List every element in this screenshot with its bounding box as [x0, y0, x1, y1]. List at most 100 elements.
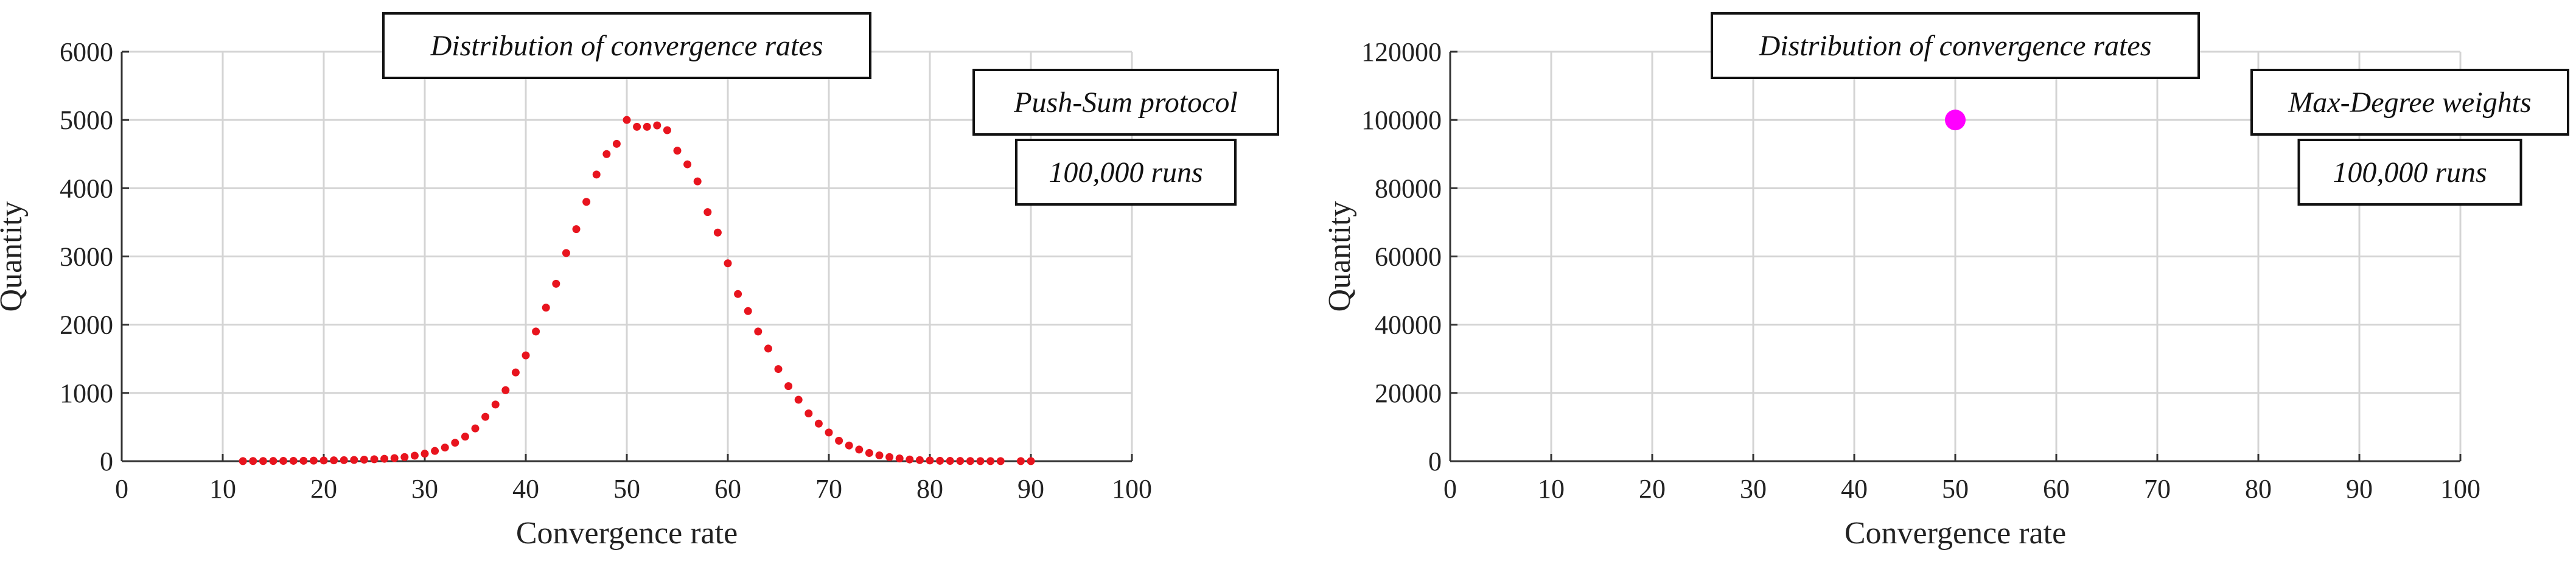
x-tick-label: 30: [411, 474, 438, 504]
x-tick-label: 40: [1841, 474, 1868, 504]
data-point: [744, 307, 752, 315]
data-point: [309, 456, 318, 465]
y-tick-label: 0: [100, 447, 113, 476]
data-point: [1945, 110, 1966, 131]
data-point: [522, 351, 530, 360]
data-point: [996, 457, 1005, 465]
data-point: [340, 456, 348, 464]
x-tick-label: 80: [916, 474, 943, 504]
data-point: [360, 456, 368, 464]
x-tick-label: 20: [1639, 474, 1666, 504]
annotation-box: [1015, 139, 1237, 206]
y-tick-label: 4000: [60, 173, 113, 203]
data-point: [612, 139, 621, 148]
data-point: [724, 259, 732, 268]
data-point: [501, 386, 510, 394]
data-point: [734, 290, 742, 298]
data-point: [582, 198, 591, 206]
x-tick-label: 10: [209, 474, 236, 504]
y-tick-label: 120000: [1361, 37, 1442, 67]
x-tick-label: 30: [1740, 474, 1767, 504]
y-tick-label: 5000: [60, 105, 113, 135]
data-point: [946, 457, 954, 465]
annotation-text: Max-Degree weights: [2288, 86, 2531, 119]
data-point: [592, 170, 601, 179]
data-point: [653, 121, 661, 130]
data-point: [845, 441, 853, 450]
data-point: [431, 447, 439, 455]
data-point: [825, 428, 833, 437]
data-point: [754, 327, 763, 336]
y-tick-label: 40000: [1375, 310, 1442, 340]
data-point: [400, 453, 409, 461]
data-point: [703, 208, 712, 217]
data-point: [1027, 457, 1035, 465]
chart-title: Distribution of convergence rates: [1759, 30, 2152, 62]
data-point: [623, 116, 631, 124]
data-point: [713, 228, 722, 237]
x-tick-label: 50: [613, 474, 640, 504]
annotation-box: [972, 69, 1279, 136]
data-point: [350, 456, 358, 464]
data-point: [673, 147, 682, 155]
annotation-box: [2297, 139, 2522, 206]
data-point: [249, 457, 257, 465]
data-point: [865, 449, 873, 458]
data-point: [906, 455, 914, 464]
data-point: [239, 457, 247, 465]
y-tick-label: 20000: [1375, 378, 1442, 408]
data-point: [511, 368, 520, 377]
data-point: [805, 409, 813, 417]
data-point: [663, 126, 671, 134]
y-tick-label: 2000: [60, 310, 113, 340]
data-point: [875, 451, 884, 459]
title-box: [382, 12, 871, 79]
data-point: [784, 382, 793, 391]
chart-push-sum: 0 10 20 30 40 50 60 70 80 90 100010002000300040005…: [0, 12, 1279, 551]
data-point: [461, 433, 469, 441]
data-point: [633, 122, 641, 131]
y-tick-label: 60000: [1375, 242, 1442, 272]
data-point: [895, 454, 904, 463]
data-point: [926, 456, 934, 465]
x-axis-label: Convergence rate: [516, 516, 738, 551]
y-tick-label: 6000: [60, 37, 113, 67]
data-point: [602, 150, 611, 158]
data-point: [683, 160, 692, 169]
data-point: [471, 424, 480, 433]
data-point: [451, 439, 459, 447]
x-tick-label: 20: [310, 474, 337, 504]
data-point: [572, 225, 581, 234]
data-point: [693, 177, 702, 186]
data-point: [481, 413, 490, 421]
x-tick-label: 80: [2245, 474, 2272, 504]
x-tick-label: 70: [2144, 474, 2171, 504]
y-axis-label: Quantity: [0, 201, 29, 312]
data-point: [299, 456, 308, 465]
annotation-text: Push-Sum protocol: [1013, 86, 1238, 119]
y-tick-label: 80000: [1375, 173, 1442, 203]
x-tick-label: 40: [512, 474, 539, 504]
data-point: [441, 444, 449, 452]
x-tick-label: 60: [2043, 474, 2070, 504]
x-tick-label: 0: [1443, 474, 1457, 504]
data-point: [370, 455, 379, 464]
data-point: [976, 457, 985, 465]
data-point: [390, 454, 399, 462]
data-point: [936, 456, 944, 465]
x-tick-label: 90: [1017, 474, 1044, 504]
data-point: [764, 344, 772, 353]
x-tick-label: 70: [815, 474, 842, 504]
data-point: [986, 457, 995, 465]
x-tick-label: 0: [115, 474, 128, 504]
annotation-box: [2250, 69, 2569, 136]
x-tick-label: 100: [1112, 474, 1152, 504]
data-point: [259, 457, 267, 465]
y-tick-label: 1000: [60, 378, 113, 408]
annotation-text: 100,000 runs: [2333, 156, 2487, 189]
data-point: [794, 395, 803, 404]
y-tick-label: 3000: [60, 242, 113, 272]
y-tick-label: 100000: [1361, 105, 1442, 135]
data-point: [885, 453, 894, 461]
